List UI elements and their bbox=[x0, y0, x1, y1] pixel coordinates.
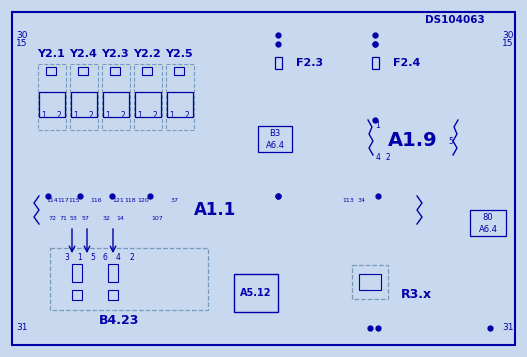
Bar bbox=[258, 126, 292, 152]
Bar bbox=[135, 92, 161, 117]
Bar bbox=[166, 64, 194, 130]
Bar bbox=[142, 67, 152, 75]
Bar bbox=[108, 290, 118, 300]
Text: A6.4: A6.4 bbox=[479, 225, 497, 233]
Bar bbox=[70, 64, 98, 130]
Bar bbox=[46, 67, 56, 75]
Bar bbox=[72, 264, 82, 282]
Bar bbox=[71, 92, 97, 117]
Text: 15: 15 bbox=[502, 40, 514, 49]
Text: 14: 14 bbox=[116, 216, 124, 221]
Bar bbox=[174, 67, 184, 75]
Text: Y2.3: Y2.3 bbox=[101, 49, 129, 59]
Text: Y2.4: Y2.4 bbox=[69, 49, 97, 59]
Text: A1.9: A1.9 bbox=[388, 131, 438, 151]
Text: 1: 1 bbox=[138, 111, 142, 120]
Text: 3: 3 bbox=[65, 253, 70, 262]
Text: 15: 15 bbox=[16, 40, 28, 49]
Text: 116: 116 bbox=[90, 198, 102, 203]
Bar bbox=[110, 67, 120, 75]
Text: 1: 1 bbox=[376, 121, 380, 130]
Bar bbox=[72, 290, 82, 300]
Text: 2: 2 bbox=[386, 152, 391, 161]
Text: 30: 30 bbox=[502, 30, 514, 40]
Text: 4: 4 bbox=[115, 253, 121, 262]
Text: 5: 5 bbox=[448, 136, 453, 146]
Text: B4.23: B4.23 bbox=[99, 313, 139, 327]
Bar bbox=[78, 67, 88, 75]
Text: 2: 2 bbox=[153, 111, 158, 120]
Bar bbox=[275, 57, 282, 69]
Text: 30: 30 bbox=[16, 30, 28, 40]
Bar bbox=[38, 64, 66, 130]
Text: 117: 117 bbox=[57, 198, 69, 203]
Text: 2: 2 bbox=[121, 111, 125, 120]
Text: 72: 72 bbox=[48, 216, 56, 221]
Text: 114: 114 bbox=[46, 198, 58, 203]
Text: 31: 31 bbox=[502, 323, 514, 332]
Text: 31: 31 bbox=[16, 323, 28, 332]
Text: 1: 1 bbox=[77, 253, 82, 262]
Text: 118: 118 bbox=[124, 198, 136, 203]
Text: 71: 71 bbox=[59, 216, 67, 221]
Text: 1: 1 bbox=[170, 111, 174, 120]
Bar bbox=[50, 248, 208, 310]
Bar bbox=[470, 210, 506, 236]
Bar bbox=[234, 274, 278, 312]
Text: 5: 5 bbox=[91, 253, 95, 262]
Text: 115: 115 bbox=[68, 198, 80, 203]
Bar bbox=[108, 264, 118, 282]
Text: 2: 2 bbox=[130, 253, 134, 262]
Text: 2: 2 bbox=[89, 111, 93, 120]
Text: 120: 120 bbox=[137, 198, 149, 203]
Text: A6.4: A6.4 bbox=[266, 141, 285, 151]
Text: B3: B3 bbox=[269, 129, 280, 137]
Text: 107: 107 bbox=[151, 216, 163, 221]
Text: F2.3: F2.3 bbox=[296, 58, 323, 68]
Text: Y2.2: Y2.2 bbox=[133, 49, 161, 59]
Text: R3.x: R3.x bbox=[401, 287, 432, 301]
Bar bbox=[372, 57, 379, 69]
Text: 34: 34 bbox=[358, 198, 366, 203]
Text: Y2.5: Y2.5 bbox=[165, 49, 193, 59]
Text: 80: 80 bbox=[483, 212, 493, 221]
Text: A5.12: A5.12 bbox=[240, 288, 272, 298]
Text: 113: 113 bbox=[342, 198, 354, 203]
Bar bbox=[352, 265, 388, 299]
Text: Y2.1: Y2.1 bbox=[37, 49, 65, 59]
Text: A1.1: A1.1 bbox=[194, 201, 236, 219]
Text: 6: 6 bbox=[103, 253, 108, 262]
Text: 121: 121 bbox=[112, 198, 124, 203]
Bar bbox=[167, 92, 193, 117]
Text: 2: 2 bbox=[56, 111, 61, 120]
Bar bbox=[103, 92, 129, 117]
Text: 57: 57 bbox=[82, 216, 90, 221]
Text: 37: 37 bbox=[171, 198, 179, 203]
Bar bbox=[39, 92, 65, 117]
Text: 1: 1 bbox=[74, 111, 79, 120]
Text: 4: 4 bbox=[376, 152, 380, 161]
Bar bbox=[359, 274, 381, 290]
Text: 1: 1 bbox=[42, 111, 46, 120]
Text: DS104063: DS104063 bbox=[425, 15, 485, 25]
Text: 1: 1 bbox=[105, 111, 110, 120]
Text: 32: 32 bbox=[103, 216, 111, 221]
Text: 2: 2 bbox=[184, 111, 189, 120]
Text: 53: 53 bbox=[70, 216, 78, 221]
Bar bbox=[134, 64, 162, 130]
Text: F2.4: F2.4 bbox=[393, 58, 421, 68]
Bar bbox=[102, 64, 130, 130]
